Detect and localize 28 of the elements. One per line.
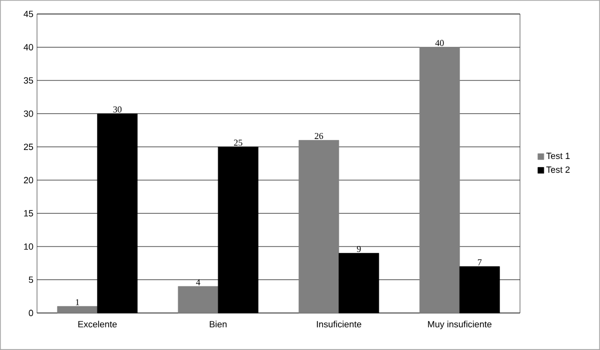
y-tick-label: 35 bbox=[24, 77, 34, 84]
y-tick-label: 5 bbox=[28, 276, 34, 283]
x-tick-label: Insuficiente bbox=[316, 320, 362, 328]
y-tick-label: 45 bbox=[24, 10, 34, 18]
y-tick-label: 0 bbox=[28, 310, 34, 316]
y-tick-label: 30 bbox=[24, 110, 34, 117]
y-tick-label: 25 bbox=[24, 144, 34, 150]
y-tick-label: 20 bbox=[24, 176, 34, 184]
bar bbox=[178, 286, 218, 314]
y-tick-label: 15 bbox=[24, 210, 34, 216]
data-label: 30 bbox=[113, 106, 122, 112]
x-tick-label: Excelente bbox=[78, 320, 117, 328]
y-tick-label: 10 bbox=[24, 243, 34, 250]
data-label: 4 bbox=[196, 279, 200, 286]
legend-label: Test 2 bbox=[546, 166, 570, 173]
data-label: 1 bbox=[76, 299, 80, 306]
bar bbox=[419, 47, 460, 314]
legend-label: Test 1 bbox=[546, 152, 570, 160]
data-label: 9 bbox=[356, 246, 361, 252]
x-tick-label: Bien bbox=[210, 320, 227, 328]
bar bbox=[298, 140, 340, 314]
y-tick-label: 40 bbox=[24, 44, 34, 50]
x-tick-label: Muy insuficiente bbox=[428, 320, 492, 330]
data-label: 7 bbox=[478, 259, 482, 266]
data-label: 25 bbox=[234, 140, 242, 146]
data-label: 40 bbox=[435, 40, 444, 46]
bar bbox=[57, 306, 98, 314]
data-label: 26 bbox=[314, 132, 324, 140]
